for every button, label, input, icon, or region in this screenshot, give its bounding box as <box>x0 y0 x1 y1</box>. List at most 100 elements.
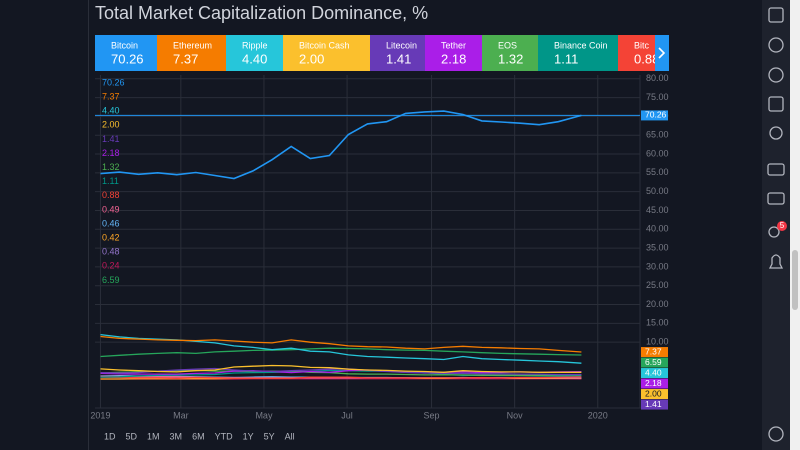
y-tick-label: 40.00 <box>646 224 669 234</box>
series-last-label: 1.41 <box>102 134 120 144</box>
y-tick-label: 15.00 <box>646 318 669 328</box>
help-icon[interactable] <box>768 426 784 442</box>
x-tick-label: Jul <box>341 410 353 420</box>
series-line <box>100 110 582 180</box>
timeframe-button[interactable]: 6M <box>192 431 205 441</box>
legend-tile[interactable] <box>370 35 425 71</box>
series-last-label: 2.00 <box>102 120 120 130</box>
legend-tile[interactable] <box>157 35 226 71</box>
x-tick-label: Sep <box>424 410 440 420</box>
legend-value: 1.41 <box>386 51 411 66</box>
legend-value: 2.18 <box>441 51 466 66</box>
legend-name: Ethereum <box>173 40 212 50</box>
chat-icon[interactable] <box>767 163 785 176</box>
x-tick-label: Nov <box>507 410 524 420</box>
legend-tile[interactable] <box>538 35 618 71</box>
legend-name: Bitc <box>634 40 650 50</box>
y-tick-label: 50.00 <box>646 186 669 196</box>
legend-value: 0.88 <box>634 51 659 66</box>
notifications-icon[interactable] <box>768 254 784 269</box>
timeframe-button[interactable]: 1Y <box>243 431 254 441</box>
y-tick-label: 35.00 <box>646 242 669 252</box>
y-tick-label: 10.00 <box>646 337 669 347</box>
legend-value: 1.11 <box>554 51 578 66</box>
series-line <box>100 369 582 376</box>
series-last-label: 0.48 <box>102 247 120 257</box>
legend-tile[interactable] <box>95 35 157 71</box>
series-last-label: 70.26 <box>102 77 125 87</box>
timeframe-button[interactable]: 5Y <box>264 431 275 441</box>
price-tag-label: 2.00 <box>645 388 662 398</box>
alerts-icon[interactable] <box>768 37 784 53</box>
timeframe-button[interactable]: All <box>285 431 295 441</box>
price-tag <box>641 368 668 379</box>
legend-value: 7.37 <box>173 51 198 66</box>
timeframe-button[interactable]: 1M <box>147 431 160 441</box>
legend-tile[interactable] <box>482 35 538 71</box>
price-tag-label: 2.18 <box>645 378 662 388</box>
price-tag <box>641 389 668 400</box>
series-last-label: 0.42 <box>102 232 120 242</box>
legend-name: EOS <box>498 40 517 50</box>
series-last-label: 0.88 <box>102 190 120 200</box>
price-tag <box>641 347 668 358</box>
y-tick-label: 60.00 <box>646 148 669 158</box>
price-tag <box>641 357 668 368</box>
timeframe-button[interactable]: 1D <box>104 431 116 441</box>
timeframe-button[interactable]: 5D <box>126 431 138 441</box>
legend-tile[interactable] <box>226 35 283 71</box>
messages-icon[interactable] <box>767 192 785 205</box>
series-last-label: 6.59 <box>102 275 120 285</box>
x-tick-label: 2020 <box>588 410 608 420</box>
legend-name: Tether <box>441 40 466 50</box>
streams-icon[interactable] <box>768 226 780 238</box>
price-tag-label: 70.26 <box>645 110 667 120</box>
y-tick-label: 65.00 <box>646 130 669 140</box>
timeframe-button[interactable]: 3M <box>170 431 183 441</box>
series-last-label: 7.37 <box>102 91 120 101</box>
x-tick-label: 2019 <box>90 410 110 420</box>
legend-tile[interactable] <box>283 35 370 71</box>
watchlist-icon[interactable] <box>768 7 784 23</box>
series-line <box>100 375 582 379</box>
sidebar-icons <box>767 7 785 442</box>
legend-name: Litecoin <box>386 40 417 50</box>
series-last-label: 1.32 <box>102 162 120 172</box>
scroll-right-button[interactable] <box>655 35 669 71</box>
legend-name: Bitcoin Cash <box>299 40 350 50</box>
panel-border <box>88 0 89 450</box>
price-tag <box>641 378 668 389</box>
y-tick-label: 75.00 <box>646 92 669 102</box>
price-tag-label: 7.37 <box>645 346 662 356</box>
series-last-label: 0.49 <box>102 204 120 214</box>
scroll-right-arrow <box>658 47 666 59</box>
legend-value: 1.32 <box>498 51 523 66</box>
price-tag <box>641 110 668 121</box>
x-tick-label: May <box>255 410 273 420</box>
series-line <box>100 347 582 358</box>
ideas-icon[interactable] <box>769 126 783 140</box>
x-tick-label: Mar <box>173 410 189 420</box>
calendar-icon[interactable] <box>768 96 784 112</box>
legend-name: Ripple <box>242 40 268 50</box>
series-last-label: 0.24 <box>102 261 120 271</box>
series-line <box>100 335 582 353</box>
legend-name: Bitcoin <box>111 40 138 50</box>
y-tick-label: 20.00 <box>646 299 669 309</box>
legend-tile[interactable] <box>425 35 482 71</box>
y-tick-label: 25.00 <box>646 280 669 290</box>
data-window-icon[interactable] <box>768 67 784 83</box>
y-tick-label: 80.00 <box>646 73 669 83</box>
chart-title: Total Market Capitalization Dominance, % <box>95 3 428 23</box>
badge-count: 5 <box>780 221 785 230</box>
scroll-thumb[interactable] <box>792 250 798 310</box>
price-tag <box>641 399 668 410</box>
legend-value: 2.00 <box>299 51 324 66</box>
legend-tile[interactable] <box>618 35 678 71</box>
price-tag-label: 6.59 <box>645 357 662 367</box>
timeframe-button[interactable]: YTD <box>215 431 234 441</box>
